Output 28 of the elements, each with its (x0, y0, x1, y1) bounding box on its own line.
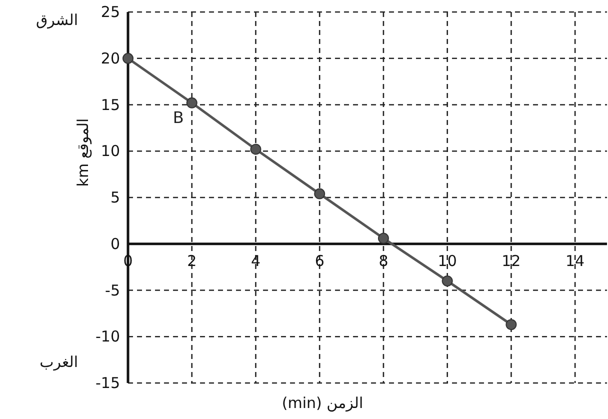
text: الغرب (40, 353, 78, 371)
y-tick-label: 5 (110, 188, 120, 206)
x-axis-title: الزمن (min) (282, 394, 364, 412)
y-tick-label: 0 (110, 234, 120, 253)
y-tick-label: 15 (100, 96, 120, 114)
text: الشرق (36, 11, 78, 29)
x-tick-label: 12 (502, 252, 521, 270)
point (250, 144, 262, 155)
annotation: B (172, 108, 184, 127)
x-tick-label: 8 (378, 252, 388, 270)
y-tick-label: 25 (100, 3, 120, 21)
x-tick-label: 14 (566, 252, 585, 270)
y-tick-label: 20 (100, 49, 120, 68)
point (186, 97, 198, 108)
y-axis-title: الموقع km (74, 118, 92, 187)
point (506, 319, 517, 330)
y-tick-label: 10 (100, 142, 120, 160)
y-tick-label: -15 (96, 374, 120, 392)
y-tick-label: -10 (96, 328, 120, 346)
x-tick-label: 10 (438, 252, 457, 270)
x-tick-label: 6 (314, 252, 324, 270)
y-tick-label: -5 (105, 281, 120, 300)
point (378, 232, 389, 244)
x-tick-label: 4 (250, 252, 261, 270)
point (122, 52, 134, 64)
point (442, 275, 453, 286)
x-tick-label: 2 (187, 252, 197, 270)
point (314, 188, 326, 200)
